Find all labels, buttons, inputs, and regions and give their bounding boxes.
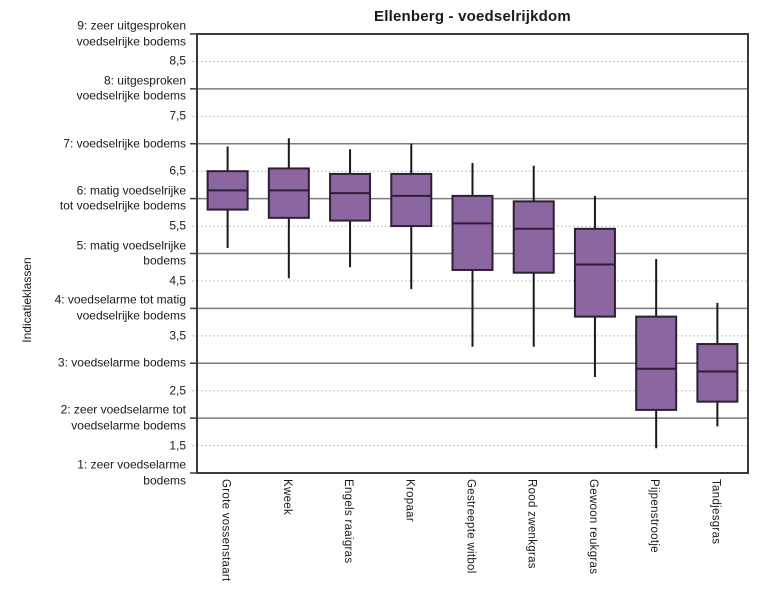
boxplot-box: [573, 227, 616, 318]
y-axis-class-label: 7: voedselrijke bodems: [63, 136, 186, 150]
y-axis-class-label: 4: voedselarme tot matig voedselrijke bo…: [54, 292, 186, 323]
y-axis-halftick-label: 3,5: [169, 328, 186, 343]
boxplot-box: [451, 194, 494, 271]
x-axis-category-label: Kweek: [280, 479, 293, 516]
y-axis-class-label: 2: zeer voedselarme tot voedselarme bode…: [60, 402, 186, 433]
x-axis-category-label: Pijpenstrootje: [648, 479, 661, 553]
x-axis-category-label: Gewoon reukgras: [586, 479, 599, 575]
x-axis-category-label: Grote vossenstaart: [219, 479, 232, 582]
y-axis-class-label: 6: matig voedselrijke tot voedselrijke b…: [59, 183, 186, 213]
y-axis-halftick-label: 6,5: [169, 163, 186, 178]
y-axis-class-label: 8: uitgesproken voedselrijke bodems: [76, 73, 186, 103]
y-axis-halftick-label: 5,5: [169, 218, 186, 233]
y-axis-class-label: 3: voedselarme bodems: [57, 355, 186, 370]
boxplot-box: [696, 343, 739, 403]
y-axis-halftick-label: 8,5: [169, 53, 186, 68]
x-axis-category-label: Engels raaigras: [342, 479, 355, 564]
plot-frame: [196, 33, 749, 474]
boxplot-box: [267, 167, 310, 219]
y-axis-class-label: 1: zeer voedselarme bodems: [77, 457, 186, 488]
x-axis-category-label: Gestreepte witbol: [464, 479, 477, 574]
y-axis-class-label: 9: zeer uitgesproken voedselrijke bodems: [76, 18, 186, 49]
y-axis-halftick-label: 2,5: [169, 382, 186, 397]
y-axis-halftick-label: 7,5: [169, 108, 186, 123]
y-axis-halftick-label: 1,5: [169, 437, 186, 452]
boxplot-box: [329, 172, 372, 222]
y-axis-class-label: 5: matig voedselrijke bodems: [76, 238, 186, 268]
boxplot-box: [635, 315, 678, 411]
boxplot-box: [512, 200, 555, 274]
x-axis-category-label: Kropaar: [403, 479, 416, 523]
x-axis-category-label: Tandjesgras: [709, 479, 722, 545]
y-axis-halftick-label: 4,5: [169, 273, 186, 288]
boxplot-box: [390, 172, 433, 228]
x-axis-category-label: Rood zwenkgras: [525, 479, 538, 569]
chart-title: Ellenberg - voedselrijkdom: [374, 8, 571, 25]
